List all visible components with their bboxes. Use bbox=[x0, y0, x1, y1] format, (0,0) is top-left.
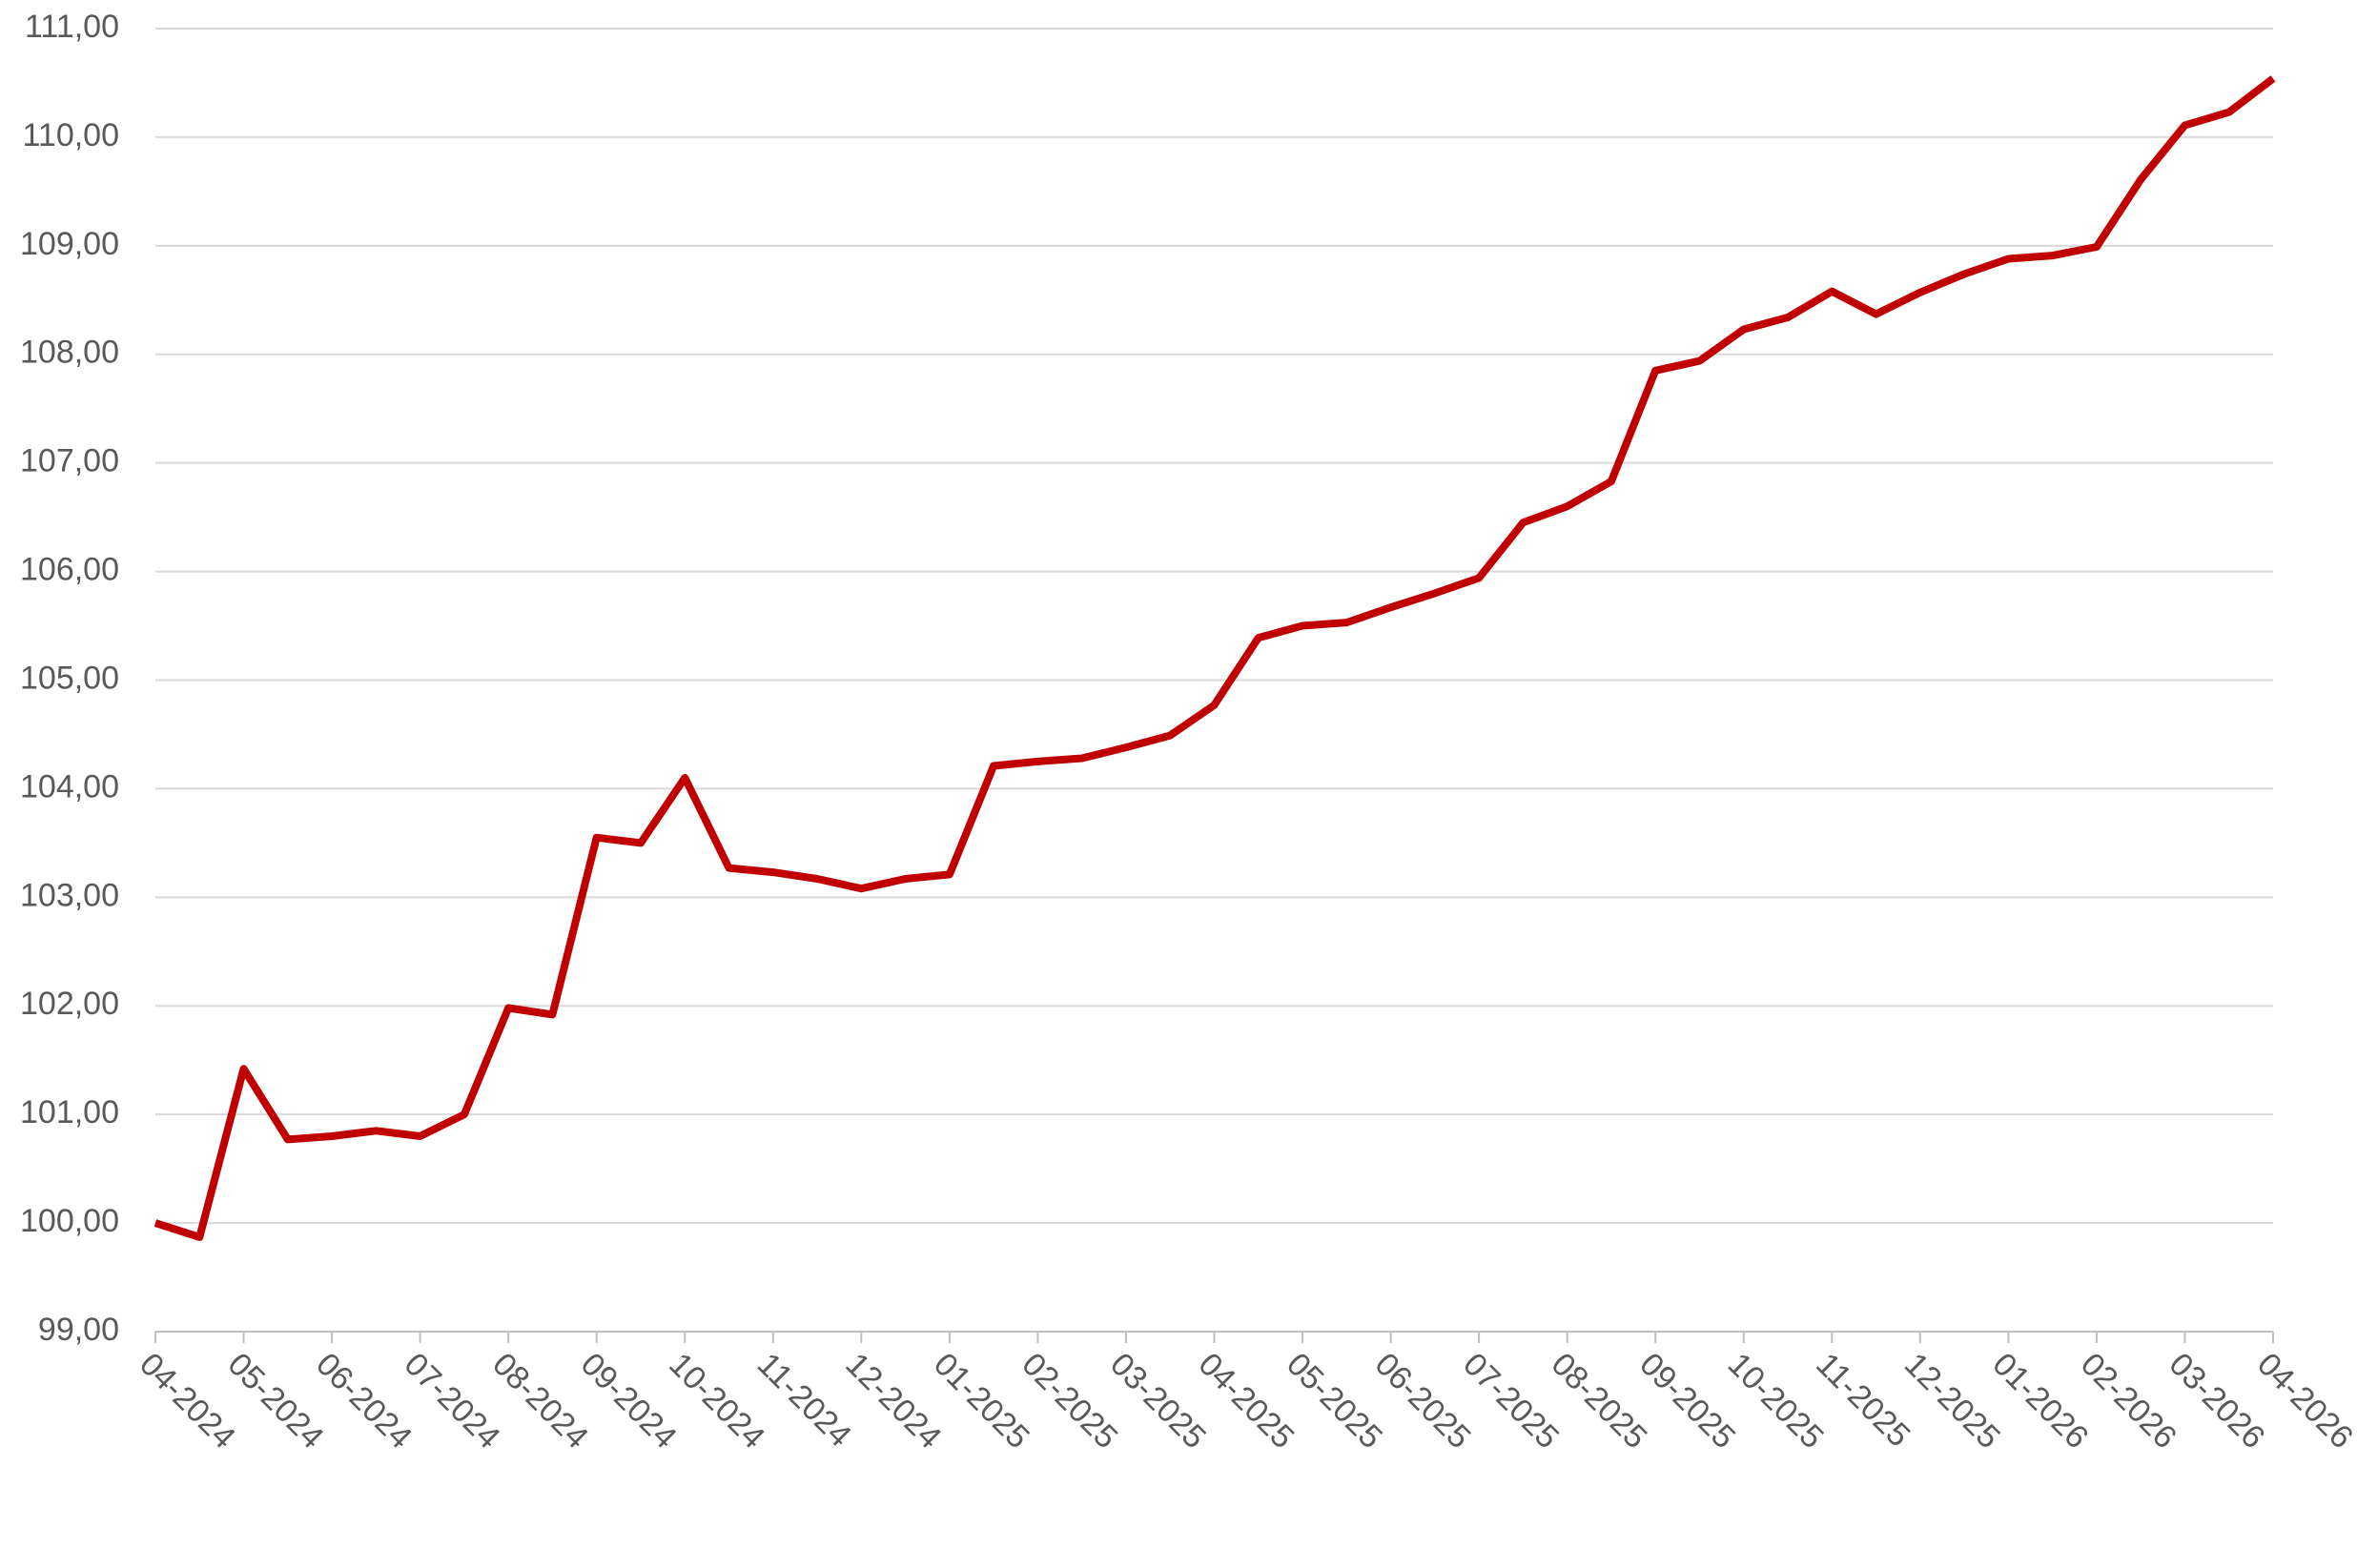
x-tick-label: 09-2025 bbox=[1632, 1346, 1742, 1456]
x-tick-label: 05-2024 bbox=[221, 1346, 331, 1456]
x-tick-label: 02-2025 bbox=[1015, 1346, 1124, 1456]
x-tick-label: 07-2025 bbox=[1456, 1346, 1566, 1456]
x-tick-label: 07-2024 bbox=[398, 1346, 507, 1456]
y-tick-label: 104,00 bbox=[20, 768, 119, 804]
y-tick-label: 108,00 bbox=[20, 335, 119, 371]
x-tick-label: 11-2025 bbox=[1809, 1346, 1916, 1454]
y-tick-label: 102,00 bbox=[20, 986, 119, 1022]
x-tick-label: 08-2025 bbox=[1545, 1346, 1654, 1456]
x-tick-label: 06-2024 bbox=[309, 1346, 419, 1456]
x-tick-label: 04-2026 bbox=[2250, 1346, 2357, 1456]
x-tick-label: 09-2024 bbox=[574, 1346, 684, 1456]
x-tick-label: 04-2025 bbox=[1191, 1346, 1301, 1456]
y-tick-label: 100,00 bbox=[20, 1203, 119, 1239]
x-tick-label: 02-2026 bbox=[2074, 1346, 2183, 1456]
x-tick-label: 06-2025 bbox=[1368, 1346, 1478, 1456]
y-tick-label: 103,00 bbox=[20, 877, 119, 913]
x-tick-label: 12-2025 bbox=[1897, 1346, 2007, 1456]
y-tick-label: 107,00 bbox=[20, 443, 119, 479]
y-tick-label: 105,00 bbox=[20, 660, 119, 696]
y-tick-label: 110,00 bbox=[23, 117, 119, 153]
x-tick-label: 12-2024 bbox=[838, 1346, 948, 1456]
x-tick-label: 10-2024 bbox=[662, 1346, 771, 1456]
x-tick-label: 03-2025 bbox=[1103, 1346, 1213, 1456]
x-tick-label: 04-2024 bbox=[133, 1346, 242, 1456]
y-tick-label: 111,00 bbox=[25, 9, 119, 45]
x-tick-label: 11-2024 bbox=[750, 1346, 858, 1454]
x-tick-label: 10-2025 bbox=[1721, 1346, 1831, 1456]
x-tick-label: 01-2025 bbox=[927, 1346, 1036, 1456]
x-tick-label: 03-2026 bbox=[2162, 1346, 2271, 1456]
x-tick-label: 08-2024 bbox=[485, 1346, 595, 1456]
data-line bbox=[154, 75, 2276, 1241]
y-tick-label: 101,00 bbox=[20, 1094, 119, 1130]
y-tick-label: 99,00 bbox=[38, 1312, 119, 1348]
y-tick-label: 106,00 bbox=[20, 552, 119, 588]
y-tick-label: 109,00 bbox=[20, 226, 119, 262]
x-tick-label: 05-2025 bbox=[1280, 1346, 1389, 1456]
x-tick-label: 01-2026 bbox=[1985, 1346, 2095, 1456]
